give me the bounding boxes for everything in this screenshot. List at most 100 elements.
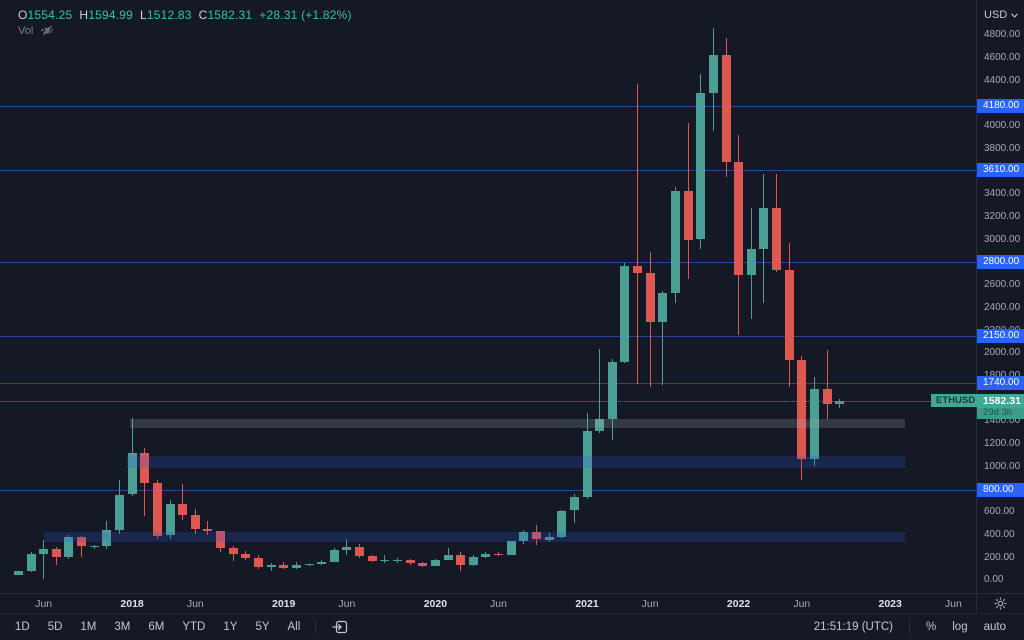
chart-pane[interactable] [0,0,976,593]
time-tick-label: 2021 [575,598,599,610]
candle-body [51,548,61,558]
symbol-price-line-badge[interactable]: ETHUSD [931,394,981,407]
open-label: O [18,8,28,22]
candle-body [620,265,630,363]
currency-dropdown[interactable]: USD [984,9,1019,21]
range-button-1m[interactable]: 1M [80,621,97,633]
range-button-1y[interactable]: 1Y [223,621,238,633]
blue-support-zone-1000[interactable] [127,455,905,469]
price-level-label[interactable]: 4180.00 [977,98,1024,113]
price-level-line[interactable] [0,170,976,172]
price-tick-label: 200.00 [984,551,1015,563]
time-tick-label: 2023 [878,598,902,610]
candle-wick [662,291,664,386]
price-tick-label: 1000.00 [984,460,1021,472]
range-button-all[interactable]: All [287,621,301,633]
candle-body [430,559,440,566]
candle-wick [498,551,499,556]
range-button-1d[interactable]: 1D [15,621,30,633]
chevron-down-icon [1011,12,1019,18]
candle-body [569,496,579,511]
candle-wick [384,554,386,564]
candle-body [254,557,263,567]
candle-body [443,555,453,560]
candle-body [683,190,693,240]
candle-body [241,553,251,558]
volume-hidden-icon[interactable] [40,24,55,37]
range-button-5y[interactable]: 5Y [255,621,270,633]
candle-body [203,528,213,532]
price-level-line[interactable] [0,262,976,264]
candle-body [279,565,289,569]
candle-body [633,265,642,273]
time-tick-label: 2022 [726,598,751,610]
candle-wick [346,538,348,555]
price-tick-label: 4000.00 [984,120,1021,132]
candle-body [670,190,680,293]
price-level-label[interactable]: 3610.00 [977,163,1024,178]
candle-body [140,453,150,484]
candle-body [708,54,718,94]
candle-body [77,536,87,547]
range-button-ytd[interactable]: YTD [182,621,206,633]
candle-body [13,571,23,575]
price-tick-label: 400.00 [984,528,1015,540]
price-tick-label: 1200.00 [984,438,1021,449]
price-tick-label: 3400.00 [984,188,1021,200]
currency-label: USD [984,9,1008,21]
candle-body [582,431,592,497]
candle-body [759,207,769,249]
price-level-label[interactable]: 800.00 [977,482,1024,497]
time-tick-label: Jun [793,598,811,610]
time-axis[interactable]: Jun 2018 Jun 2019 Jun 2020 Jun 2021 Jun 2022 Jun 20… [0,593,976,613]
log-scale-button[interactable]: log [952,621,968,633]
range-button-5d[interactable]: 5D [47,621,63,633]
gear-icon [994,597,1007,610]
price-axis[interactable]: USD 1582.31 29d 3h 4800.00 4600.00 4400.00… [976,0,1024,593]
range-button-3m[interactable]: 3M [114,621,131,633]
current-price-value: 1582.31 [977,394,1024,408]
time-tick-label: Jun [35,598,53,610]
price-level-label[interactable]: 2800.00 [977,255,1024,270]
price-level-label[interactable]: 2150.00 [977,329,1024,344]
clock[interactable]: 21:51:19 (UTC) [813,621,894,633]
candle-body [784,270,794,360]
time-tick-label: Jun [490,598,507,610]
blue-support-zone-400[interactable] [44,531,905,542]
date-range-buttons: 1D 5D 1M 3M 6M YTD 1Y 5Y All [0,618,307,636]
candle-wick [93,544,95,549]
time-tick-label: Jun [338,598,356,610]
bottom-toolbar: 1D 5D 1M 3M 6M YTD 1Y 5Y All 21:51:19 (UTC) % lo… [0,613,1024,640]
price-tick-label: 0.00 [984,574,1004,586]
time-tick-label: 2020 [423,598,448,610]
price-tick-label: 2400.00 [984,301,1021,313]
candle-body [89,545,99,547]
price-level-line[interactable] [0,489,976,491]
candle-wick [207,521,209,535]
price-tick-label: 3800.00 [984,142,1021,154]
candle-body [342,547,352,550]
percent-scale-button[interactable]: % [926,621,937,633]
price-level-line[interactable] [0,382,976,384]
range-button-6m[interactable]: 6M [148,621,165,633]
candle-body [152,483,162,536]
candle-body [178,504,188,515]
candle-body [607,362,617,420]
candle-wick [182,483,184,520]
price-level-line[interactable] [0,336,976,338]
candle-body [355,547,364,556]
auto-scale-button[interactable]: auto [983,621,1006,633]
axis-settings-corner[interactable] [976,593,1024,613]
price-level-line[interactable] [0,105,976,107]
gray-resistance-zone[interactable] [130,418,905,428]
candle-body [531,531,541,540]
candle-body [418,563,428,566]
current-price-line [0,400,931,402]
candle-body [266,565,276,567]
price-level-label[interactable]: 1740.00 [977,375,1024,390]
candle-body [519,531,529,541]
toolbar-separator-2 [909,620,911,634]
go-to-date-button[interactable] [324,617,356,637]
candle-body [367,555,377,561]
ohlc-legend: O1554.25 H1594.99 L1512.83 C1582.31 +28.31 (… [18,8,352,22]
